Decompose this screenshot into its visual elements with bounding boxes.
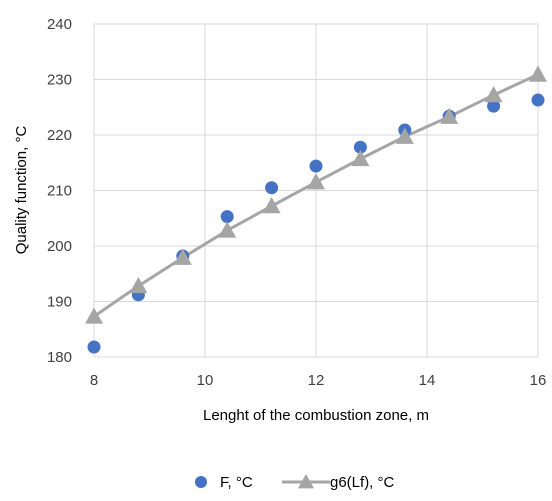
x-tick-label: 8 <box>90 372 98 389</box>
y-axis-label: Quality function, °C <box>13 126 30 255</box>
legend-marker-f <box>195 476 207 488</box>
data-point-g6 <box>218 221 237 238</box>
data-point-f <box>353 140 367 154</box>
data-point-f <box>87 340 101 354</box>
data-point-g6 <box>440 107 459 124</box>
x-tick-label: 10 <box>197 372 214 389</box>
x-tick-label: 14 <box>419 372 436 389</box>
data-point-g6 <box>395 127 414 144</box>
x-axis-label: Lenght of the combustion zone, m <box>203 407 429 424</box>
y-tick-label: 240 <box>47 16 72 33</box>
grid <box>93 23 539 358</box>
y-tick-label: 220 <box>47 127 72 144</box>
data-point-g6 <box>529 65 547 82</box>
data-point-g6 <box>129 276 148 294</box>
y-tick-label: 180 <box>47 349 72 366</box>
y-tick-label: 210 <box>47 183 72 200</box>
data-point-f <box>309 159 323 173</box>
legend: F, °C g6(Lf), °C <box>195 474 395 491</box>
y-tick-label: 190 <box>47 294 72 311</box>
legend-marker-g6 <box>298 474 314 489</box>
data-point-f <box>265 181 279 195</box>
tick-labels: 180 190 200 210 220 230 240 8 10 12 14 16 <box>47 16 546 389</box>
legend-label-g6: g6(Lf), °C <box>330 474 395 491</box>
y-tick-label: 200 <box>47 238 72 255</box>
x-tick-label: 16 <box>530 372 547 389</box>
legend-label-f: F, °C <box>220 474 253 491</box>
data-point-f <box>487 99 501 113</box>
data-point-f <box>220 210 234 224</box>
y-tick-label: 230 <box>47 72 72 89</box>
data-point-g6 <box>262 197 281 214</box>
data-point-g6 <box>173 248 192 265</box>
series-layer <box>85 65 547 354</box>
data-point-g6 <box>307 173 325 190</box>
data-point-f <box>531 93 545 107</box>
data-point-g6 <box>351 149 370 167</box>
data-point-g6 <box>484 86 503 103</box>
data-point-g6 <box>85 307 103 324</box>
x-tick-label: 12 <box>308 372 325 389</box>
